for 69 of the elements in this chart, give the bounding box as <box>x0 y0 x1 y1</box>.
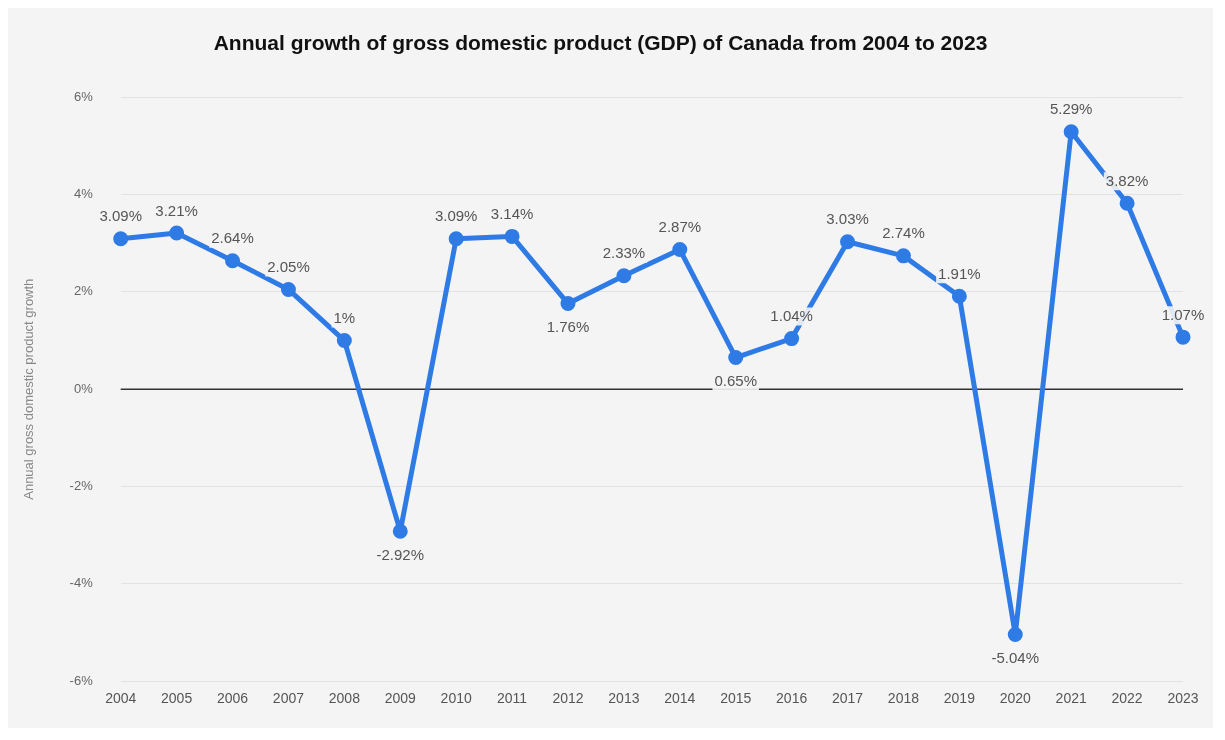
point <box>169 225 185 241</box>
data-label: 5.29% <box>1049 100 1093 118</box>
x-tick-label: 2019 <box>943 690 976 707</box>
x-tick-label: 2007 <box>272 690 305 707</box>
x-tick-label: 2004 <box>105 690 137 707</box>
y-tick-label: 6% <box>73 88 94 104</box>
x-tick-label: 2018 <box>887 690 920 707</box>
x-tick-label: 2022 <box>1111 690 1143 707</box>
point <box>672 242 688 258</box>
data-label: 1.07% <box>1161 305 1205 323</box>
data-label: 3.09% <box>434 207 478 225</box>
data-label: 3.03% <box>826 210 869 228</box>
point <box>784 331 800 347</box>
data-label: 2.05% <box>267 258 310 276</box>
point <box>1007 626 1023 642</box>
data-label: -2.92% <box>376 545 425 563</box>
x-tick-label: 2005 <box>161 690 193 707</box>
y-tick-label: 0% <box>73 380 94 396</box>
x-tick-label: 2021 <box>1055 690 1087 707</box>
y-tick-label: 4% <box>73 186 94 202</box>
data-label: 2.64% <box>211 229 254 247</box>
x-tick-label: 2014 <box>664 690 696 707</box>
point <box>113 231 129 247</box>
data-label: 3.14% <box>490 205 534 223</box>
data-label: 2.33% <box>602 244 646 262</box>
point <box>336 333 352 349</box>
x-tick-label: 2011 <box>497 690 528 707</box>
x-tick-label: 2023 <box>1167 690 1199 707</box>
x-tick-label: 2006 <box>216 690 249 707</box>
x-tick-label: 2016 <box>776 690 808 707</box>
point <box>392 523 408 539</box>
point <box>840 234 856 250</box>
data-label: 2.87% <box>658 218 702 236</box>
point <box>448 231 464 247</box>
x-tick-label: 2009 <box>384 690 417 707</box>
data-label: 1.04% <box>770 307 813 325</box>
data-label: 3.82% <box>1105 171 1149 189</box>
data-label: 1.76% <box>546 318 590 336</box>
point <box>616 268 632 284</box>
data-label: 1% <box>333 309 356 327</box>
data-label: 1.91% <box>938 264 981 282</box>
data-label: 0.65% <box>714 372 757 390</box>
x-tick-label: 2008 <box>328 690 361 707</box>
data-label: 3.09% <box>99 207 142 225</box>
point <box>1175 329 1191 345</box>
chart-title: Annual growth of gross domestic product (GDP) of Canada from 2004 to 2023 <box>213 31 988 55</box>
data-label: 3.21% <box>155 201 198 219</box>
point <box>280 281 296 297</box>
point <box>560 296 576 312</box>
y-axis-title: Annual gross domestic product growth <box>21 278 37 500</box>
y-tick-label: 2% <box>73 283 94 299</box>
x-tick-label: 2020 <box>999 690 1032 707</box>
data-label: 2.74% <box>882 224 925 242</box>
x-tick-label: 2015 <box>720 690 752 707</box>
point <box>1119 195 1135 211</box>
point <box>225 253 241 269</box>
x-tick-label: 2010 <box>440 690 472 707</box>
y-tick-label: -4% <box>69 575 94 591</box>
x-tick-label: 2013 <box>608 690 640 707</box>
data-label: -5.04% <box>991 649 1040 667</box>
point <box>895 248 911 264</box>
x-tick-label: 2012 <box>552 690 584 707</box>
y-tick-label: -6% <box>69 672 94 688</box>
point <box>1063 124 1079 140</box>
x-tick-label: 2017 <box>831 690 864 707</box>
y-tick-label: -2% <box>69 478 94 494</box>
point <box>951 288 967 304</box>
point <box>728 350 744 366</box>
point <box>504 228 520 244</box>
